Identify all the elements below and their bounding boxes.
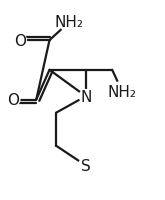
Circle shape: [112, 82, 132, 102]
Circle shape: [78, 158, 93, 173]
Text: S: S: [81, 158, 91, 173]
Text: O: O: [7, 93, 19, 107]
Text: NH₂: NH₂: [55, 15, 84, 30]
Circle shape: [13, 34, 26, 47]
Circle shape: [79, 90, 92, 103]
Circle shape: [59, 13, 79, 33]
Text: NH₂: NH₂: [108, 84, 137, 99]
Text: N: N: [80, 89, 91, 104]
Circle shape: [7, 93, 20, 107]
Text: O: O: [14, 33, 26, 48]
